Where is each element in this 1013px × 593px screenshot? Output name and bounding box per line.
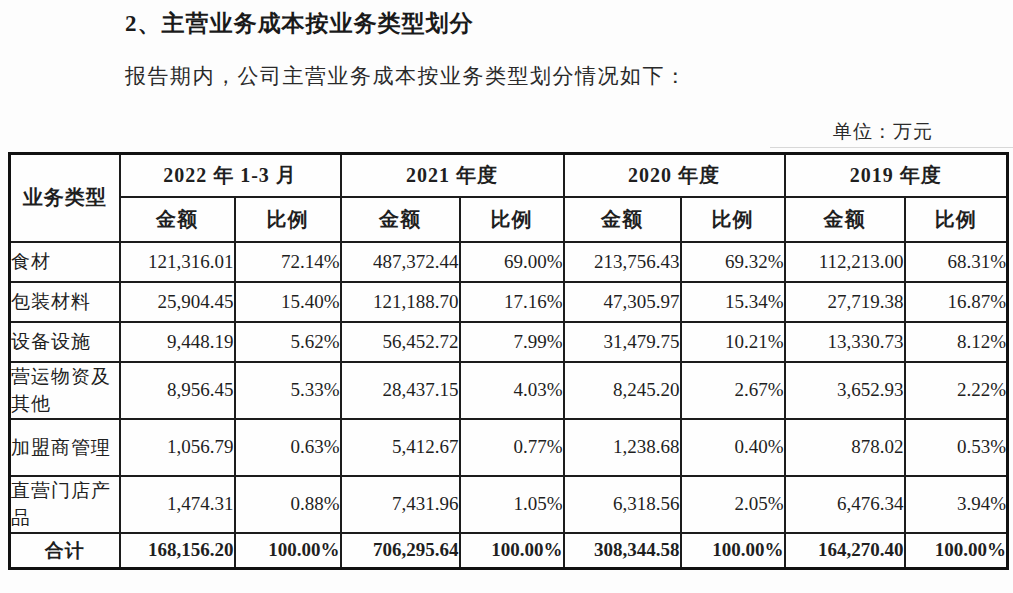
cell-amount: 7,431.96 bbox=[341, 476, 460, 533]
cell-amount: 121,316.01 bbox=[120, 242, 235, 282]
cell-ratio: 100.00% bbox=[235, 533, 341, 569]
cell-amount: 6,318.56 bbox=[564, 476, 681, 533]
cell-ratio: 0.53% bbox=[905, 419, 1008, 476]
cell-amount: 213,756.43 bbox=[564, 242, 681, 282]
cell-amount: 487,372.44 bbox=[341, 242, 460, 282]
cell-ratio: 2.22% bbox=[905, 362, 1008, 419]
table-row-direct-store-products: 直营门店产品 1,474.31 0.88% 7,431.96 1.05% 6,3… bbox=[10, 476, 1008, 533]
cell-amount: 308,344.58 bbox=[564, 533, 681, 569]
row-label: 食材 bbox=[10, 242, 120, 282]
table-row-packaging: 包装材料 25,904.45 15.40% 121,188.70 17.16% … bbox=[10, 282, 1008, 322]
cell-ratio: 69.00% bbox=[460, 242, 564, 282]
unit-label: 单位：万元 bbox=[833, 119, 933, 145]
cell-ratio: 0.77% bbox=[460, 419, 564, 476]
cell-amount: 121,188.70 bbox=[341, 282, 460, 322]
cell-ratio: 69.32% bbox=[681, 242, 785, 282]
cell-ratio: 15.40% bbox=[235, 282, 341, 322]
document-page: 2、主营业务成本按业务类型划分 报告期内，公司主营业务成本按业务类型划分情况如下… bbox=[0, 0, 1013, 593]
cell-amount: 25,904.45 bbox=[120, 282, 235, 322]
subheader-amount-2019: 金额 bbox=[785, 197, 905, 242]
cell-amount: 9,448.19 bbox=[120, 322, 235, 362]
total-label: 合计 bbox=[10, 533, 120, 569]
cell-ratio: 3.94% bbox=[905, 476, 1008, 533]
subheader-ratio-2020: 比例 bbox=[681, 197, 785, 242]
cell-amount: 5,412.67 bbox=[341, 419, 460, 476]
period-header-2020: 2020 年度 bbox=[564, 154, 785, 197]
subheader-amount-2020: 金额 bbox=[564, 197, 681, 242]
subheader-amount-2021: 金额 bbox=[341, 197, 460, 242]
cell-amount: 1,056.79 bbox=[120, 419, 235, 476]
cell-ratio: 10.21% bbox=[681, 322, 785, 362]
period-header-2021: 2021 年度 bbox=[341, 154, 564, 197]
cell-amount: 28,437.15 bbox=[341, 362, 460, 419]
period-header-2022: 2022 年 1-3 月 bbox=[120, 154, 341, 197]
cell-ratio: 8.12% bbox=[905, 322, 1008, 362]
cell-ratio: 4.03% bbox=[460, 362, 564, 419]
row-label: 包装材料 bbox=[10, 282, 120, 322]
cell-ratio: 7.99% bbox=[460, 322, 564, 362]
cell-ratio: 100.00% bbox=[681, 533, 785, 569]
cell-amount: 31,479.75 bbox=[564, 322, 681, 362]
intro-paragraph: 报告期内，公司主营业务成本按业务类型划分情况如下： bbox=[125, 62, 688, 90]
cell-ratio: 0.40% bbox=[681, 419, 785, 476]
cell-ratio: 100.00% bbox=[905, 533, 1008, 569]
cell-amount: 56,452.72 bbox=[341, 322, 460, 362]
subheader-amount-2022: 金额 bbox=[120, 197, 235, 242]
cell-ratio: 0.88% bbox=[235, 476, 341, 533]
cell-amount: 878.02 bbox=[785, 419, 905, 476]
cell-ratio: 0.63% bbox=[235, 419, 341, 476]
cell-amount: 47,305.97 bbox=[564, 282, 681, 322]
cell-ratio: 16.87% bbox=[905, 282, 1008, 322]
row-label: 加盟商管理 bbox=[10, 419, 120, 476]
cost-breakdown-table: 业务类型 2022 年 1-3 月 2021 年度 2020 年度 2019 年… bbox=[8, 152, 1009, 570]
cell-amount: 164,270.40 bbox=[785, 533, 905, 569]
cell-ratio: 5.33% bbox=[235, 362, 341, 419]
cell-ratio: 72.14% bbox=[235, 242, 341, 282]
cell-amount: 168,156.20 bbox=[120, 533, 235, 569]
row-label: 设备设施 bbox=[10, 322, 120, 362]
table-row-ingredients: 食材 121,316.01 72.14% 487,372.44 69.00% 2… bbox=[10, 242, 1008, 282]
cell-ratio: 100.00% bbox=[460, 533, 564, 569]
cell-amount: 27,719.38 bbox=[785, 282, 905, 322]
cell-ratio: 2.05% bbox=[681, 476, 785, 533]
subheader-ratio-2019: 比例 bbox=[905, 197, 1008, 242]
cell-amount: 13,330.73 bbox=[785, 322, 905, 362]
cell-ratio: 68.31% bbox=[905, 242, 1008, 282]
cell-ratio: 17.16% bbox=[460, 282, 564, 322]
table-row-total: 合计 168,156.20 100.00% 706,295.64 100.00%… bbox=[10, 533, 1008, 569]
cell-ratio: 2.67% bbox=[681, 362, 785, 419]
section-title: 2、主营业务成本按业务类型划分 bbox=[125, 8, 474, 39]
cell-amount: 1,238.68 bbox=[564, 419, 681, 476]
subheader-ratio-2022: 比例 bbox=[235, 197, 341, 242]
header-row-subcolumns: 金额 比例 金额 比例 金额 比例 金额 比例 bbox=[10, 197, 1008, 242]
cell-amount: 8,956.45 bbox=[120, 362, 235, 419]
row-label: 营运物资及其他 bbox=[10, 362, 120, 419]
cell-ratio: 5.62% bbox=[235, 322, 341, 362]
subheader-ratio-2021: 比例 bbox=[460, 197, 564, 242]
table-row-operating-supplies: 营运物资及其他 8,956.45 5.33% 28,437.15 4.03% 8… bbox=[10, 362, 1008, 419]
table-row-equipment: 设备设施 9,448.19 5.62% 56,452.72 7.99% 31,4… bbox=[10, 322, 1008, 362]
corner-header-business-type: 业务类型 bbox=[10, 154, 120, 242]
cell-amount: 6,476.34 bbox=[785, 476, 905, 533]
header-row-periods: 业务类型 2022 年 1-3 月 2021 年度 2020 年度 2019 年… bbox=[10, 154, 1008, 197]
cell-ratio: 1.05% bbox=[460, 476, 564, 533]
cell-amount: 112,213.00 bbox=[785, 242, 905, 282]
cell-ratio: 15.34% bbox=[681, 282, 785, 322]
cell-amount: 3,652.93 bbox=[785, 362, 905, 419]
divider-line bbox=[770, 147, 1013, 148]
cell-amount: 1,474.31 bbox=[120, 476, 235, 533]
table-row-franchisee-management: 加盟商管理 1,056.79 0.63% 5,412.67 0.77% 1,23… bbox=[10, 419, 1008, 476]
cell-amount: 706,295.64 bbox=[341, 533, 460, 569]
period-header-2019: 2019 年度 bbox=[785, 154, 1008, 197]
row-label: 直营门店产品 bbox=[10, 476, 120, 533]
cell-amount: 8,245.20 bbox=[564, 362, 681, 419]
